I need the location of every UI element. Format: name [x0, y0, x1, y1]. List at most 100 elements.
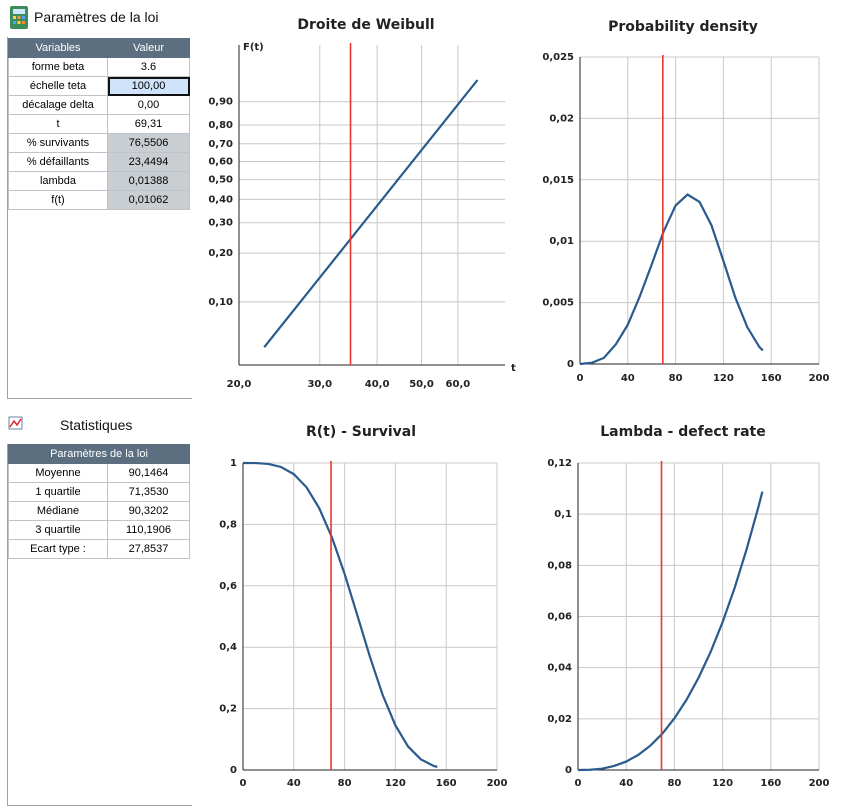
x-tick-label: 0: [240, 778, 247, 789]
y-tick-label: 0: [565, 765, 572, 776]
param-value: 0,01062: [107, 190, 190, 210]
x-tick-label: 40: [287, 778, 301, 789]
x-tick-label: 160: [436, 778, 457, 789]
params-title: Paramètres de la loi: [34, 9, 159, 25]
y-tick-label: 0,80: [208, 120, 233, 131]
stats-table: Paramètres de la loi Moyenne 90,1464 1 quar…: [7, 444, 191, 559]
y-tick-label: 0,2: [219, 704, 237, 715]
x-tick-label: 80: [338, 778, 352, 789]
table-header: Paramètres de la loi: [7, 444, 191, 464]
x-tick-label: 50,0: [409, 379, 434, 390]
plot-area: [580, 57, 819, 364]
x-tick-label: 40,0: [365, 379, 390, 390]
y-tick-label: 0,20: [208, 248, 233, 259]
stat-value: 27,8537: [106, 539, 191, 559]
stats-icon: [8, 416, 23, 430]
x-tick-label: 40: [619, 778, 633, 789]
chart-title: Droite de Weibull: [297, 17, 434, 33]
x-tick-label: 120: [712, 778, 733, 789]
y-tick-label: 0,8: [219, 519, 237, 530]
param-name: f(t): [8, 190, 108, 210]
y-tick-label: 0,015: [542, 175, 574, 186]
curve: [579, 193, 764, 366]
x-tick-label: 120: [713, 373, 734, 384]
column-header: Variables: [8, 38, 108, 58]
y-tick-label: 0,40: [208, 194, 233, 205]
stat-value: 110,1906: [106, 520, 191, 540]
x-tick-label: 60,0: [446, 379, 471, 390]
y-tick-label: 0,025: [542, 52, 574, 63]
y-tick-label: 0,01: [549, 236, 574, 247]
x-tick-label: 160: [761, 373, 782, 384]
y-tick-label: 0: [230, 765, 237, 776]
param-row: décalage delta 0,00: [8, 95, 190, 115]
param-row: f(t) 0,01062: [8, 190, 190, 210]
chart-title: Lambda - defect rate: [600, 424, 766, 440]
y-axis-label: F(t): [243, 42, 264, 53]
y-tick-label: 0,60: [208, 157, 233, 168]
curve: [263, 79, 479, 348]
params-icon: [10, 6, 28, 29]
param-name: % survivants: [8, 133, 108, 153]
y-tick-label: 0,90: [208, 97, 233, 108]
x-tick-label: 0: [575, 778, 582, 789]
y-tick-label: 1: [230, 458, 237, 469]
y-tick-label: 0,02: [547, 714, 572, 725]
y-tick-label: 0,6: [219, 581, 237, 592]
chart-title: R(t) - Survival: [306, 424, 416, 440]
param-row: échelle teta 100,00: [8, 76, 190, 96]
x-tick-label: 80: [667, 778, 681, 789]
stat-row: Ecart type :27,8537: [8, 539, 191, 559]
x-tick-label: 160: [760, 778, 781, 789]
param-value: 76,5506: [107, 133, 190, 153]
y-tick-label: 0,06: [547, 612, 572, 623]
y-tick-label: 0,08: [547, 560, 572, 571]
stat-row: Médiane 90,3202: [8, 501, 191, 521]
stat-row: 1 quartile 71,3530: [8, 482, 191, 502]
x-tick-label: 200: [809, 778, 830, 789]
stat-row: Moyenne 90,1464: [8, 463, 191, 483]
x-tick-label: 120: [385, 778, 406, 789]
params-panel: [7, 37, 192, 399]
x-tick-label: 200: [809, 373, 830, 384]
stats-title: Statistiques: [60, 417, 133, 433]
y-tick-label: 0,005: [542, 298, 574, 309]
y-tick-label: 0,30: [208, 218, 233, 229]
y-tick-label: 0,70: [208, 139, 233, 150]
param-value: 23,4494: [107, 152, 190, 172]
param-value[interactable]: 69,31: [107, 114, 190, 134]
param-value[interactable]: 100,00: [107, 76, 190, 96]
x-tick-label: 0: [577, 373, 584, 384]
params-table: Variables Valeur forme beta 3.6 échelle teta…: [8, 38, 190, 210]
x-tick-label: 30,0: [307, 379, 332, 390]
stat-name: Ecart type :: [8, 539, 108, 559]
x-tick-label: 80: [669, 373, 683, 384]
header-row: Paramètres de la loi: [7, 444, 191, 464]
y-tick-label: 0,10: [208, 297, 233, 308]
y-tick-label: 0,4: [219, 642, 237, 653]
y-tick-label: 0,02: [549, 113, 574, 124]
plot-area: [239, 45, 505, 365]
x-tick-label: 20,0: [227, 379, 252, 390]
y-tick-label: 0,1: [554, 509, 572, 520]
param-row: % survivants 76,5506: [8, 133, 190, 153]
y-tick-label: 0: [567, 359, 574, 370]
stat-row: 3 quartile 110,1906: [8, 520, 191, 540]
x-tick-label: 200: [487, 778, 508, 789]
plot-area: [243, 463, 497, 770]
y-tick-label: 0,12: [547, 458, 572, 469]
curve: [577, 491, 764, 772]
stats-panel: [7, 444, 192, 806]
stat-name: 1 quartile: [8, 482, 108, 502]
x-tick-label: 40: [621, 373, 635, 384]
param-name: échelle teta: [8, 76, 108, 96]
y-tick-label: 0,50: [208, 175, 233, 186]
chart-title: Probability density: [608, 19, 758, 35]
x-axis-label: t: [511, 363, 516, 374]
y-tick-label: 0,04: [547, 663, 572, 674]
param-row: % défaillants 23,4494: [8, 152, 190, 172]
curve: [242, 461, 438, 769]
param-name: décalage delta: [8, 95, 108, 115]
